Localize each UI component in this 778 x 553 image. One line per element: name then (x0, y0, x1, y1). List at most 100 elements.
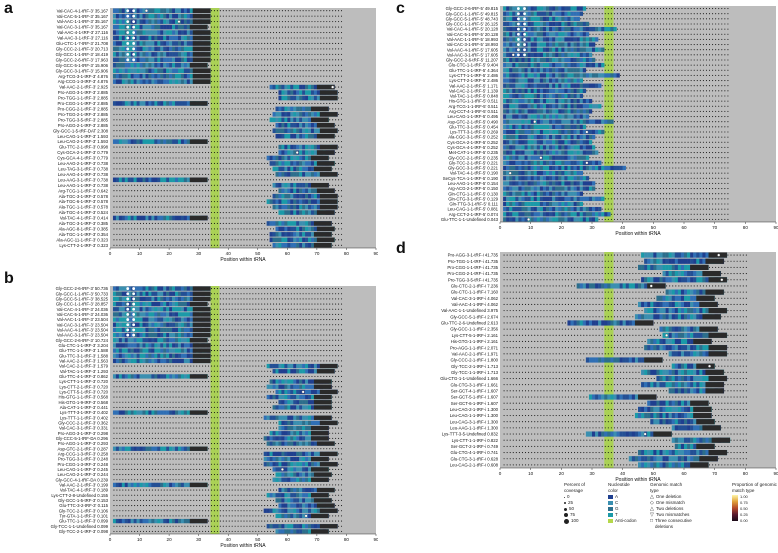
coverage-dot (190, 135, 192, 137)
coverage-dot (273, 313, 275, 315)
nucleotide-cell (177, 35, 182, 41)
mismatch-marker (132, 58, 136, 62)
coverage-dot (122, 201, 124, 203)
coverage-dot (178, 157, 180, 159)
nucleotide-cell (284, 122, 288, 128)
coverage-dot (311, 31, 313, 34)
nucleotide-cell (154, 13, 158, 19)
coverage-dot (252, 288, 254, 290)
coverage-dot (145, 195, 148, 197)
coverage-dot (320, 42, 322, 45)
coverage-block (319, 363, 338, 369)
coverage-dot (113, 168, 115, 170)
coverage-dot (205, 222, 207, 225)
coverage-dot (213, 239, 215, 241)
coverage-dot (142, 233, 145, 235)
coverage-dot (131, 157, 133, 159)
coverage-dot (308, 288, 310, 290)
coverage-dot (157, 222, 159, 225)
coverage-block (310, 182, 329, 188)
coverage-dot (207, 124, 210, 126)
row-label: Pro-TGG-1-1-tRF-3' 2.885 (58, 96, 109, 101)
nucleotide-cell (302, 204, 306, 210)
nucleotide-cell (186, 348, 190, 353)
coverage-dot (166, 113, 168, 115)
coverage-dot (281, 288, 283, 290)
coverage-dot (225, 184, 227, 186)
coverage-dot (222, 201, 224, 203)
coverage-dot (270, 70, 272, 72)
nucleotide-cell (118, 215, 123, 221)
coverage-dot (222, 91, 224, 94)
coverage-dot (128, 97, 130, 99)
nucleotide-cell (136, 46, 140, 52)
coverage-dot (326, 70, 328, 72)
coverage-dot (205, 206, 207, 208)
row-label: Arg-CCG-1-3-tRF-3' 4.876 (58, 79, 109, 84)
nucleotide-cell (278, 188, 282, 194)
coverage-dot (252, 86, 254, 88)
coverage-dot (252, 233, 254, 235)
coverage-dot (240, 81, 242, 83)
coverage-dot (278, 48, 281, 50)
coverage-dot (273, 329, 275, 331)
nucleotide-cell (166, 177, 170, 183)
coverage-dot (261, 64, 263, 66)
nucleotide-cell (180, 322, 185, 327)
coverage-dot (264, 119, 266, 121)
coverage-dot (160, 130, 162, 132)
coverage-dot (326, 217, 328, 219)
coverage-dot (243, 162, 245, 165)
coverage-dot (202, 365, 204, 367)
coverage-dot (264, 334, 266, 336)
nucleotide-cell (305, 182, 309, 188)
coverage-dot (252, 59, 254, 61)
coverage-dot (255, 324, 257, 326)
nucleotide-cell (136, 62, 140, 68)
coverage-dot (323, 355, 325, 357)
coverage-dot (216, 37, 218, 39)
coverage-dot (222, 97, 224, 99)
row-label: Leu-CAG-1-1-tRF-3' 1.593 (58, 134, 109, 139)
coverage-dot (172, 130, 174, 132)
coverage-dot (125, 113, 127, 115)
coverage-dot (311, 53, 313, 55)
row-label: Val-AAC-4-1-tRF-3' 27.116 (57, 30, 108, 35)
coverage-dot (332, 355, 334, 357)
coverage-dot (240, 217, 242, 219)
coverage-dot (270, 113, 272, 115)
nucleotide-cell (157, 35, 161, 41)
nucleotide-cell (183, 62, 188, 68)
coverage-dot (246, 244, 248, 246)
coverage-dot (196, 244, 198, 246)
nucleotide-cell (169, 73, 173, 79)
coverage-dot (308, 339, 310, 341)
coverage-dot (258, 86, 260, 88)
coverage-dot (278, 293, 281, 295)
coverage-dot (275, 211, 278, 214)
nucleotide-cell (160, 24, 164, 30)
coverage-dot (323, 217, 325, 219)
coverage-dot (261, 173, 263, 175)
coverage-dot (213, 334, 215, 336)
nucleotide-cell (308, 90, 312, 95)
nucleotide-cell (293, 193, 297, 199)
coverage-dot (290, 31, 292, 34)
coverage-dot (255, 195, 257, 197)
coverage-dot (332, 329, 334, 331)
nucleotide-cell (154, 139, 158, 144)
coverage-dot (178, 222, 180, 225)
nucleotide-cell (133, 215, 137, 221)
coverage-dot (187, 146, 189, 148)
coverage-dot (160, 201, 162, 203)
coverage-block (192, 57, 211, 63)
coverage-dot (160, 168, 162, 170)
nucleotide-cell (142, 177, 146, 183)
coverage-dot (172, 222, 174, 225)
coverage-dot (255, 26, 257, 28)
coverage-dot (131, 91, 133, 94)
coverage-dot (134, 162, 136, 165)
coverage-dot (252, 313, 254, 315)
coverage-dot (219, 190, 221, 192)
coverage-dot (311, 64, 313, 66)
